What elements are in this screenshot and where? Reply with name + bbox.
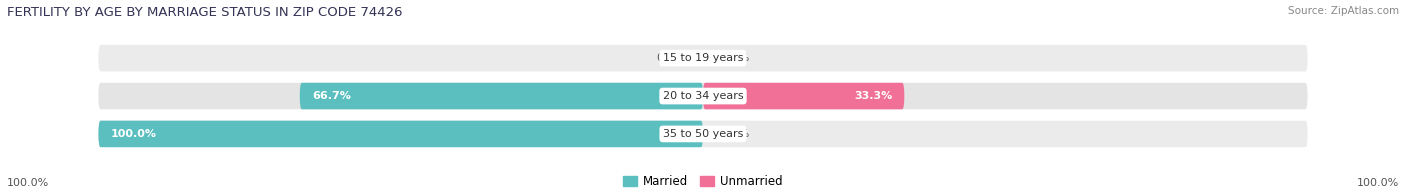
Text: 100.0%: 100.0% (111, 129, 156, 139)
FancyBboxPatch shape (98, 83, 1308, 109)
Text: FERTILITY BY AGE BY MARRIAGE STATUS IN ZIP CODE 74426: FERTILITY BY AGE BY MARRIAGE STATUS IN Z… (7, 6, 402, 19)
Text: 20 to 34 years: 20 to 34 years (662, 91, 744, 101)
Legend: Married, Unmarried: Married, Unmarried (623, 175, 783, 188)
Text: 100.0%: 100.0% (7, 178, 49, 188)
Text: 66.7%: 66.7% (312, 91, 350, 101)
FancyBboxPatch shape (98, 121, 1308, 147)
Text: 0.0%: 0.0% (721, 129, 749, 139)
FancyBboxPatch shape (299, 83, 703, 109)
Text: 15 to 19 years: 15 to 19 years (662, 53, 744, 63)
FancyBboxPatch shape (98, 121, 703, 147)
Text: Source: ZipAtlas.com: Source: ZipAtlas.com (1288, 6, 1399, 16)
FancyBboxPatch shape (703, 83, 904, 109)
Text: 35 to 50 years: 35 to 50 years (662, 129, 744, 139)
FancyBboxPatch shape (98, 45, 1308, 71)
Text: 0.0%: 0.0% (721, 53, 749, 63)
Text: 0.0%: 0.0% (657, 53, 685, 63)
Text: 33.3%: 33.3% (853, 91, 893, 101)
Text: 100.0%: 100.0% (1357, 178, 1399, 188)
